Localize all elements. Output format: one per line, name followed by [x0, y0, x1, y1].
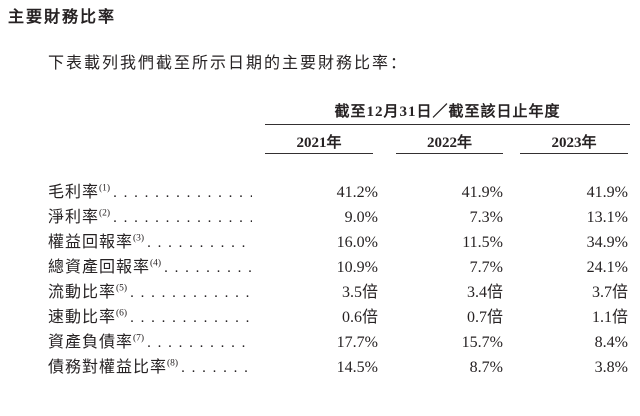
table-row: 權益回報率(3) 16.0% 11.5% 34.9% — [48, 230, 628, 255]
value-2023: 34.9% — [586, 234, 628, 251]
dot-leader — [130, 281, 252, 306]
row-label: 總資產回報率 — [48, 259, 151, 276]
value-2022: 8.7% — [469, 359, 503, 376]
page-title: 主要財務比率 — [8, 9, 117, 26]
column-header-2021: 2021年 — [265, 132, 373, 154]
dot-leader — [181, 356, 252, 381]
value-2023: 3.7倍 — [591, 284, 628, 301]
dot-leader — [130, 306, 252, 331]
value-2023: 3.8% — [594, 359, 628, 376]
row-label-wrap: 資產負債率(7) — [48, 330, 144, 355]
row-footnote-marker: (6) — [116, 308, 128, 319]
row-label-wrap: 毛利率(1) — [48, 180, 110, 205]
table-row: 債務對權益比率(8) 14.5% 8.7% 3.8% — [48, 355, 628, 380]
row-label-wrap: 債務對權益比率(8) — [48, 355, 178, 380]
table-row: 淨利率(2) 9.0% 7.3% 13.1% — [48, 205, 628, 230]
value-2021: 0.6倍 — [341, 309, 378, 326]
row-label: 債務對權益比率 — [48, 359, 168, 376]
dot-leader — [147, 331, 252, 356]
row-label: 毛利率 — [48, 184, 100, 201]
row-header: 速動比率(6) — [48, 305, 258, 331]
dot-leader — [147, 231, 252, 256]
row-footnote-marker: (7) — [133, 333, 145, 344]
table-row: 速動比率(6) 0.6倍 0.7倍 1.1倍 — [48, 305, 628, 330]
value-2022: 7.3% — [469, 209, 503, 226]
row-header: 資產負債率(7) — [48, 330, 258, 356]
column-header-2023: 2023年 — [520, 132, 628, 154]
row-header: 總資產回報率(4) — [48, 255, 258, 281]
dot-leader — [113, 181, 252, 206]
value-2022: 41.9% — [461, 184, 503, 201]
table-row: 流動比率(5) 3.5倍 3.4倍 3.7倍 — [48, 280, 628, 305]
value-2023: 1.1倍 — [591, 309, 628, 326]
value-2021: 16.0% — [336, 234, 378, 251]
value-2023: 13.1% — [586, 209, 628, 226]
value-2021: 41.2% — [336, 184, 378, 201]
table-row: 毛利率(1) 41.2% 41.9% 41.9% — [48, 180, 628, 205]
value-2021: 10.9% — [336, 259, 378, 276]
table-rows: 毛利率(1) 41.2% 41.9% 41.9% 淨利率(2) 9.0% 7.3… — [48, 180, 628, 380]
row-label-wrap: 速動比率(6) — [48, 305, 127, 330]
row-header: 權益回報率(3) — [48, 230, 258, 256]
row-footnote-marker: (8) — [167, 358, 179, 369]
row-label: 速動比率 — [48, 309, 117, 326]
value-2022: 7.7% — [469, 259, 503, 276]
row-label-wrap: 總資產回報率(4) — [48, 255, 161, 280]
value-2023: 41.9% — [586, 184, 628, 201]
row-header: 毛利率(1) — [48, 180, 258, 206]
value-2021: 14.5% — [336, 359, 378, 376]
value-2022: 15.7% — [461, 334, 503, 351]
value-2023: 8.4% — [594, 334, 628, 351]
value-2022: 11.5% — [462, 234, 503, 251]
value-2022: 0.7倍 — [466, 309, 503, 326]
row-footnote-marker: (2) — [99, 208, 111, 219]
row-header: 淨利率(2) — [48, 205, 258, 231]
value-2021: 9.0% — [344, 209, 378, 226]
row-label: 權益回報率 — [48, 234, 134, 251]
row-footnote-marker: (1) — [99, 183, 111, 194]
row-header: 債務對權益比率(8) — [48, 355, 258, 381]
value-2023: 24.1% — [586, 259, 628, 276]
row-label-wrap: 權益回報率(3) — [48, 230, 144, 255]
row-header: 流動比率(5) — [48, 280, 258, 306]
value-2021: 17.7% — [336, 334, 378, 351]
row-label-wrap: 流動比率(5) — [48, 280, 127, 305]
row-footnote-marker: (3) — [133, 233, 145, 244]
dot-leader — [113, 206, 252, 231]
table-row: 資產負債率(7) 17.7% 15.7% 8.4% — [48, 330, 628, 355]
row-label: 資產負債率 — [48, 334, 134, 351]
value-2022: 3.4倍 — [466, 284, 503, 301]
row-label: 流動比率 — [48, 284, 117, 301]
table-row: 總資產回報率(4) 10.9% 7.7% 24.1% — [48, 255, 628, 280]
intro-text: 下表載列我們截至所示日期的主要財務比率： — [48, 55, 409, 72]
table-span-header: 截至12月31日／截至該日止年度 — [265, 101, 630, 125]
column-header-2022: 2022年 — [396, 132, 503, 154]
row-footnote-marker: (4) — [150, 258, 162, 269]
dot-leader — [164, 256, 252, 281]
value-2021: 3.5倍 — [341, 284, 378, 301]
row-label: 淨利率 — [48, 209, 100, 226]
row-footnote-marker: (5) — [116, 283, 128, 294]
row-label-wrap: 淨利率(2) — [48, 205, 110, 230]
